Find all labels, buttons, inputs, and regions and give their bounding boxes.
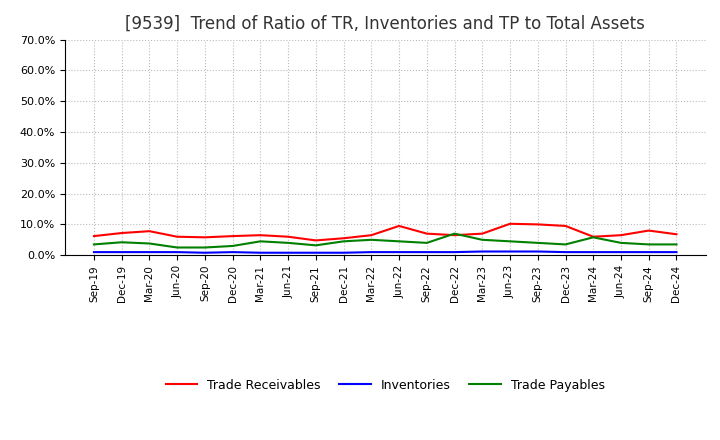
Trade Payables — [672, 242, 681, 247]
Trade Receivables — [312, 238, 320, 243]
Trade Receivables — [505, 221, 514, 227]
Inventories — [145, 249, 154, 255]
Trade Receivables — [201, 235, 210, 240]
Trade Payables — [228, 243, 237, 249]
Trade Receivables — [561, 223, 570, 229]
Trade Payables — [145, 241, 154, 246]
Trade Receivables — [117, 231, 126, 236]
Trade Payables — [256, 238, 265, 244]
Trade Payables — [589, 235, 598, 240]
Trade Receivables — [173, 234, 181, 239]
Inventories — [256, 250, 265, 255]
Inventories — [478, 249, 487, 254]
Inventories — [201, 250, 210, 255]
Trade Payables — [89, 242, 98, 247]
Inventories — [534, 249, 542, 254]
Inventories — [284, 250, 292, 255]
Inventories — [589, 249, 598, 255]
Trade Payables — [312, 243, 320, 248]
Trade Payables — [117, 240, 126, 245]
Inventories — [644, 249, 653, 255]
Trade Receivables — [616, 232, 625, 238]
Trade Payables — [450, 231, 459, 236]
Trade Receivables — [534, 222, 542, 227]
Trade Payables — [505, 238, 514, 244]
Trade Receivables — [89, 234, 98, 239]
Trade Receivables — [339, 236, 348, 241]
Inventories — [561, 249, 570, 255]
Line: Inventories: Inventories — [94, 252, 677, 253]
Trade Receivables — [644, 228, 653, 233]
Trade Receivables — [589, 234, 598, 239]
Trade Receivables — [423, 231, 431, 236]
Trade Receivables — [367, 232, 376, 238]
Inventories — [395, 249, 403, 255]
Title: [9539]  Trend of Ratio of TR, Inventories and TP to Total Assets: [9539] Trend of Ratio of TR, Inventories… — [125, 15, 645, 33]
Inventories — [339, 250, 348, 255]
Inventories — [423, 249, 431, 255]
Trade Payables — [478, 237, 487, 242]
Trade Payables — [534, 240, 542, 246]
Inventories — [117, 249, 126, 255]
Inventories — [228, 249, 237, 255]
Line: Trade Payables: Trade Payables — [94, 234, 677, 247]
Trade Payables — [173, 245, 181, 250]
Inventories — [173, 249, 181, 255]
Trade Payables — [284, 240, 292, 246]
Trade Receivables — [395, 223, 403, 229]
Trade Payables — [367, 237, 376, 242]
Trade Receivables — [256, 232, 265, 238]
Legend: Trade Receivables, Inventories, Trade Payables: Trade Receivables, Inventories, Trade Pa… — [161, 374, 610, 396]
Trade Receivables — [145, 228, 154, 234]
Trade Receivables — [284, 234, 292, 239]
Trade Payables — [616, 240, 625, 246]
Inventories — [505, 249, 514, 254]
Trade Payables — [339, 238, 348, 244]
Inventories — [672, 249, 681, 255]
Line: Trade Receivables: Trade Receivables — [94, 224, 677, 240]
Trade Receivables — [672, 231, 681, 237]
Trade Receivables — [450, 232, 459, 238]
Inventories — [89, 249, 98, 255]
Inventories — [450, 249, 459, 255]
Trade Payables — [561, 242, 570, 247]
Inventories — [312, 250, 320, 255]
Trade Payables — [395, 238, 403, 244]
Trade Receivables — [478, 231, 487, 236]
Trade Payables — [423, 240, 431, 246]
Trade Payables — [644, 242, 653, 247]
Trade Payables — [201, 245, 210, 250]
Inventories — [367, 249, 376, 255]
Inventories — [616, 249, 625, 255]
Trade Receivables — [228, 234, 237, 239]
